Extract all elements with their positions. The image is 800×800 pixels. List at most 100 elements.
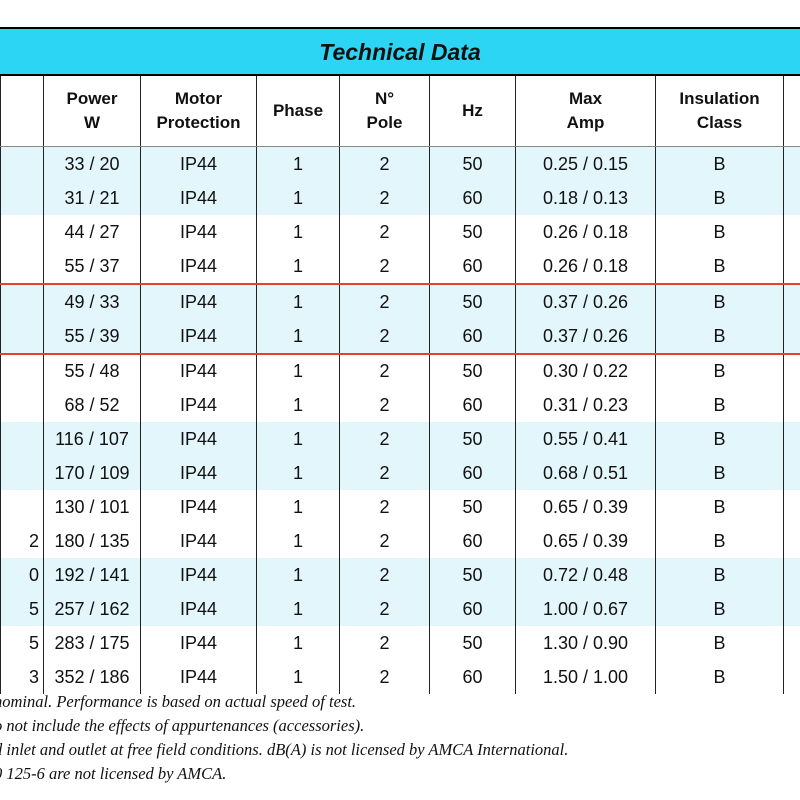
cell-pole: 2 xyxy=(339,660,430,694)
cell-protection: IP44 xyxy=(140,215,257,249)
cell-first xyxy=(0,181,44,215)
table-row: 3 352 / 186 IP44 1 2 60 1.50 / 1.00 B xyxy=(0,660,800,694)
cell-last xyxy=(783,558,800,592)
cell-phase: 1 xyxy=(256,456,340,490)
table-row: 5 283 / 175 IP44 1 2 50 1.30 / 0.90 B xyxy=(0,626,800,660)
header-amp-line-2: Amp xyxy=(566,113,605,132)
header-pole: N° Pole xyxy=(339,76,430,147)
cell-protection: IP44 xyxy=(140,146,257,181)
cell-insulation: B xyxy=(655,283,784,319)
table-row: 55 / 39 IP44 1 2 60 0.37 / 0.26 B xyxy=(0,319,800,355)
header-amp: Max Amp xyxy=(515,76,656,147)
table-row: 130 / 101 IP44 1 2 50 0.65 / 0.39 B xyxy=(0,490,800,524)
cell-phase: 1 xyxy=(256,283,340,319)
cell-power: 33 / 20 xyxy=(43,146,141,181)
cell-last xyxy=(783,626,800,660)
header-pole-line-2: Pole xyxy=(366,113,403,132)
cell-phase: 1 xyxy=(256,558,340,592)
cell-phase: 1 xyxy=(256,388,340,422)
table-title: Technical Data xyxy=(0,27,800,76)
cell-hz: 60 xyxy=(429,660,516,694)
cell-protection: IP44 xyxy=(140,181,257,215)
header-power-line-1: Power xyxy=(66,89,118,108)
cell-first: 3 xyxy=(0,660,44,694)
cell-pole: 2 xyxy=(339,146,430,181)
cell-amp: 0.37 / 0.26 xyxy=(515,319,656,355)
header-hz-line-1: Hz xyxy=(462,101,483,120)
cell-phase: 1 xyxy=(256,422,340,456)
cell-hz: 60 xyxy=(429,181,516,215)
header-last xyxy=(783,76,800,147)
cell-phase: 1 xyxy=(256,524,340,558)
cell-last xyxy=(783,249,800,284)
header-power: Power W xyxy=(43,76,141,147)
cell-power: 257 / 162 xyxy=(43,592,141,626)
cell-phase: 1 xyxy=(256,626,340,660)
table-row: 55 / 48 IP44 1 2 50 0.30 / 0.22 B xyxy=(0,354,800,388)
cell-last xyxy=(783,456,800,490)
cell-protection: IP44 xyxy=(140,283,257,319)
cell-power: 352 / 186 xyxy=(43,660,141,694)
cell-hz: 50 xyxy=(429,558,516,592)
cell-hz: 60 xyxy=(429,524,516,558)
cell-protection: IP44 xyxy=(140,626,257,660)
header-amp-line-1: Max xyxy=(568,89,603,108)
cell-phase: 1 xyxy=(256,215,340,249)
cell-hz: 50 xyxy=(429,422,516,456)
cell-last xyxy=(783,181,800,215)
cell-power: 116 / 107 xyxy=(43,422,141,456)
footnote: nominal. Performance is based on actual … xyxy=(0,692,357,711)
cell-amp: 0.65 / 0.39 xyxy=(515,490,656,524)
cell-amp: 0.25 / 0.15 xyxy=(515,146,656,181)
cell-amp: 0.26 / 0.18 xyxy=(515,249,656,284)
cell-hz: 50 xyxy=(429,215,516,249)
cell-phase: 1 xyxy=(256,354,340,388)
table-row: 33 / 20 IP44 1 2 50 0.25 / 0.15 B xyxy=(0,146,800,181)
footnote: d inlet and outlet at free field conditi… xyxy=(0,740,569,759)
cell-hz: 60 xyxy=(429,456,516,490)
cell-insulation: B xyxy=(655,215,784,249)
cell-first xyxy=(0,319,44,355)
header-protection-line-2: Protection xyxy=(156,113,241,132)
cell-pole: 2 xyxy=(339,626,430,660)
table-row: 0 192 / 141 IP44 1 2 50 0.72 / 0.48 B xyxy=(0,558,800,592)
cell-phase: 1 xyxy=(256,146,340,181)
cell-amp: 0.30 / 0.22 xyxy=(515,354,656,388)
cell-phase: 1 xyxy=(256,660,340,694)
header-phase-line-1: Phase xyxy=(272,101,324,120)
cell-phase: 1 xyxy=(256,319,340,355)
cell-last xyxy=(783,592,800,626)
cell-insulation: B xyxy=(655,388,784,422)
header-protection-line-1: Motor xyxy=(174,89,223,108)
cell-power: 130 / 101 xyxy=(43,490,141,524)
cell-phase: 1 xyxy=(256,249,340,284)
cell-protection: IP44 xyxy=(140,354,257,388)
cell-first xyxy=(0,354,44,388)
cell-hz: 50 xyxy=(429,146,516,181)
cell-pole: 2 xyxy=(339,592,430,626)
cell-pole: 2 xyxy=(339,283,430,319)
cell-hz: 60 xyxy=(429,249,516,284)
header-phase: Phase xyxy=(256,76,340,147)
footnote: o not include the effects of appurtenanc… xyxy=(0,716,365,735)
cell-power: 55 / 37 xyxy=(43,249,141,284)
table-row: 2 180 / 135 IP44 1 2 60 0.65 / 0.39 B xyxy=(0,524,800,558)
cell-first: 2 xyxy=(0,524,44,558)
cell-hz: 60 xyxy=(429,388,516,422)
cell-first: 5 xyxy=(0,626,44,660)
cell-amp: 1.30 / 0.90 xyxy=(515,626,656,660)
cell-power: 44 / 27 xyxy=(43,215,141,249)
cell-insulation: B xyxy=(655,319,784,355)
cell-insulation: B xyxy=(655,456,784,490)
cell-power: 49 / 33 xyxy=(43,283,141,319)
cell-first xyxy=(0,456,44,490)
cell-amp: 0.65 / 0.39 xyxy=(515,524,656,558)
cell-insulation: B xyxy=(655,422,784,456)
cell-amp: 0.68 / 0.51 xyxy=(515,456,656,490)
footnotes: nominal. Performance is based on actual … xyxy=(0,690,800,786)
cell-insulation: B xyxy=(655,592,784,626)
cell-hz: 50 xyxy=(429,626,516,660)
cell-power: 68 / 52 xyxy=(43,388,141,422)
cell-amp: 0.37 / 0.26 xyxy=(515,283,656,319)
cell-last xyxy=(783,422,800,456)
